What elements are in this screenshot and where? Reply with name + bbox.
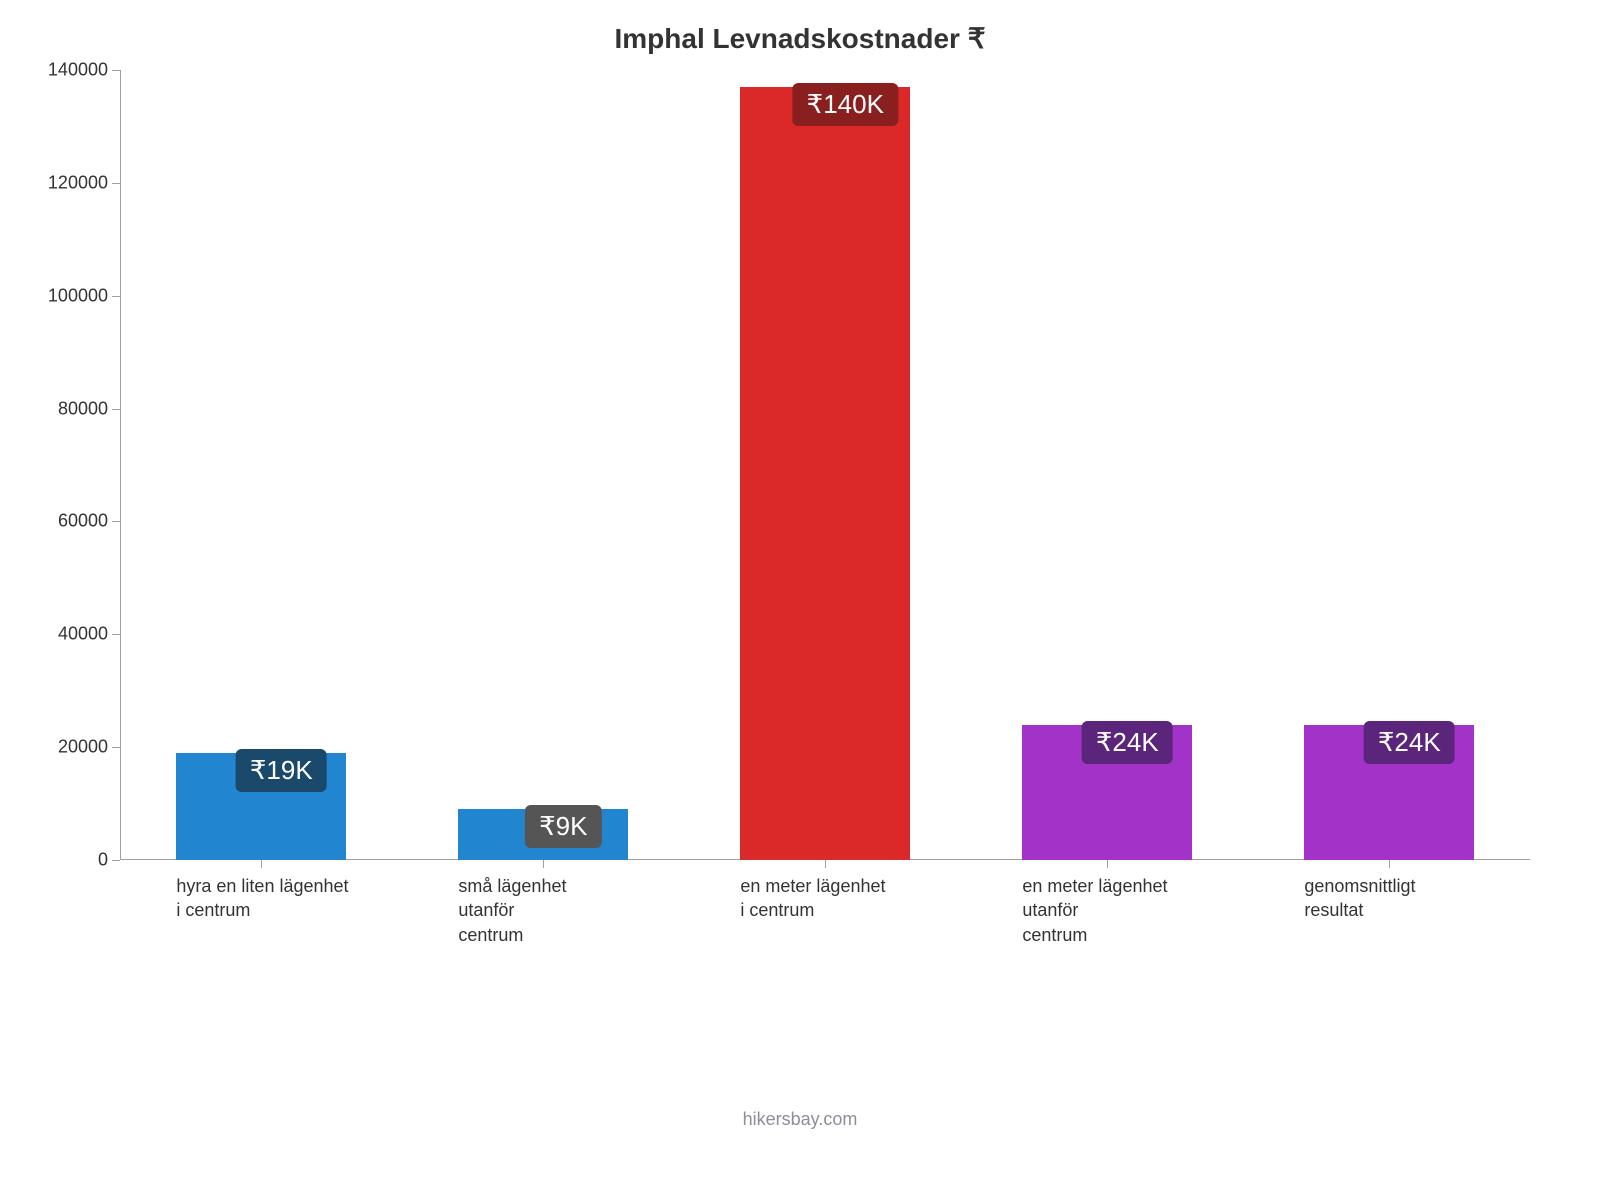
bar-value-badge: ₹24K <box>1364 721 1455 764</box>
y-tick-label: 20000 <box>58 737 120 758</box>
y-axis <box>120 70 121 860</box>
y-tick-label: 0 <box>98 850 120 871</box>
y-tick-label: 40000 <box>58 624 120 645</box>
attribution: hikersbay.com <box>0 1109 1600 1130</box>
y-tick-label: 140000 <box>48 60 120 81</box>
chart-title: Imphal Levnadskostnader ₹ <box>0 22 1600 55</box>
x-axis-label: genomsnittligt resultat <box>1304 874 1586 923</box>
y-tick-label: 60000 <box>58 511 120 532</box>
cost-of-living-chart: Imphal Levnadskostnader ₹ 02000040000600… <box>0 0 1600 1200</box>
x-axis-label: en meter lägenhet utanför centrum <box>1022 874 1304 947</box>
x-tick <box>825 860 826 868</box>
x-tick <box>543 860 544 868</box>
y-tick-label: 120000 <box>48 172 120 193</box>
x-axis-label: hyra en liten lägenhet i centrum <box>176 874 458 923</box>
x-tick <box>1107 860 1108 868</box>
x-axis-label: en meter lägenhet i centrum <box>740 874 1022 923</box>
x-axis-label: små lägenhet utanför centrum <box>458 874 740 947</box>
bar-value-badge: ₹24K <box>1082 721 1173 764</box>
y-tick-label: 80000 <box>58 398 120 419</box>
bar-value-badge: ₹19K <box>236 749 327 792</box>
bar-value-badge: ₹9K <box>525 805 601 848</box>
x-tick <box>261 860 262 868</box>
x-tick <box>1389 860 1390 868</box>
bar <box>740 87 909 860</box>
plot-area: 020000400006000080000100000120000140000 … <box>120 70 1530 860</box>
y-tick-label: 100000 <box>48 285 120 306</box>
bar-value-badge: ₹140K <box>793 83 898 126</box>
